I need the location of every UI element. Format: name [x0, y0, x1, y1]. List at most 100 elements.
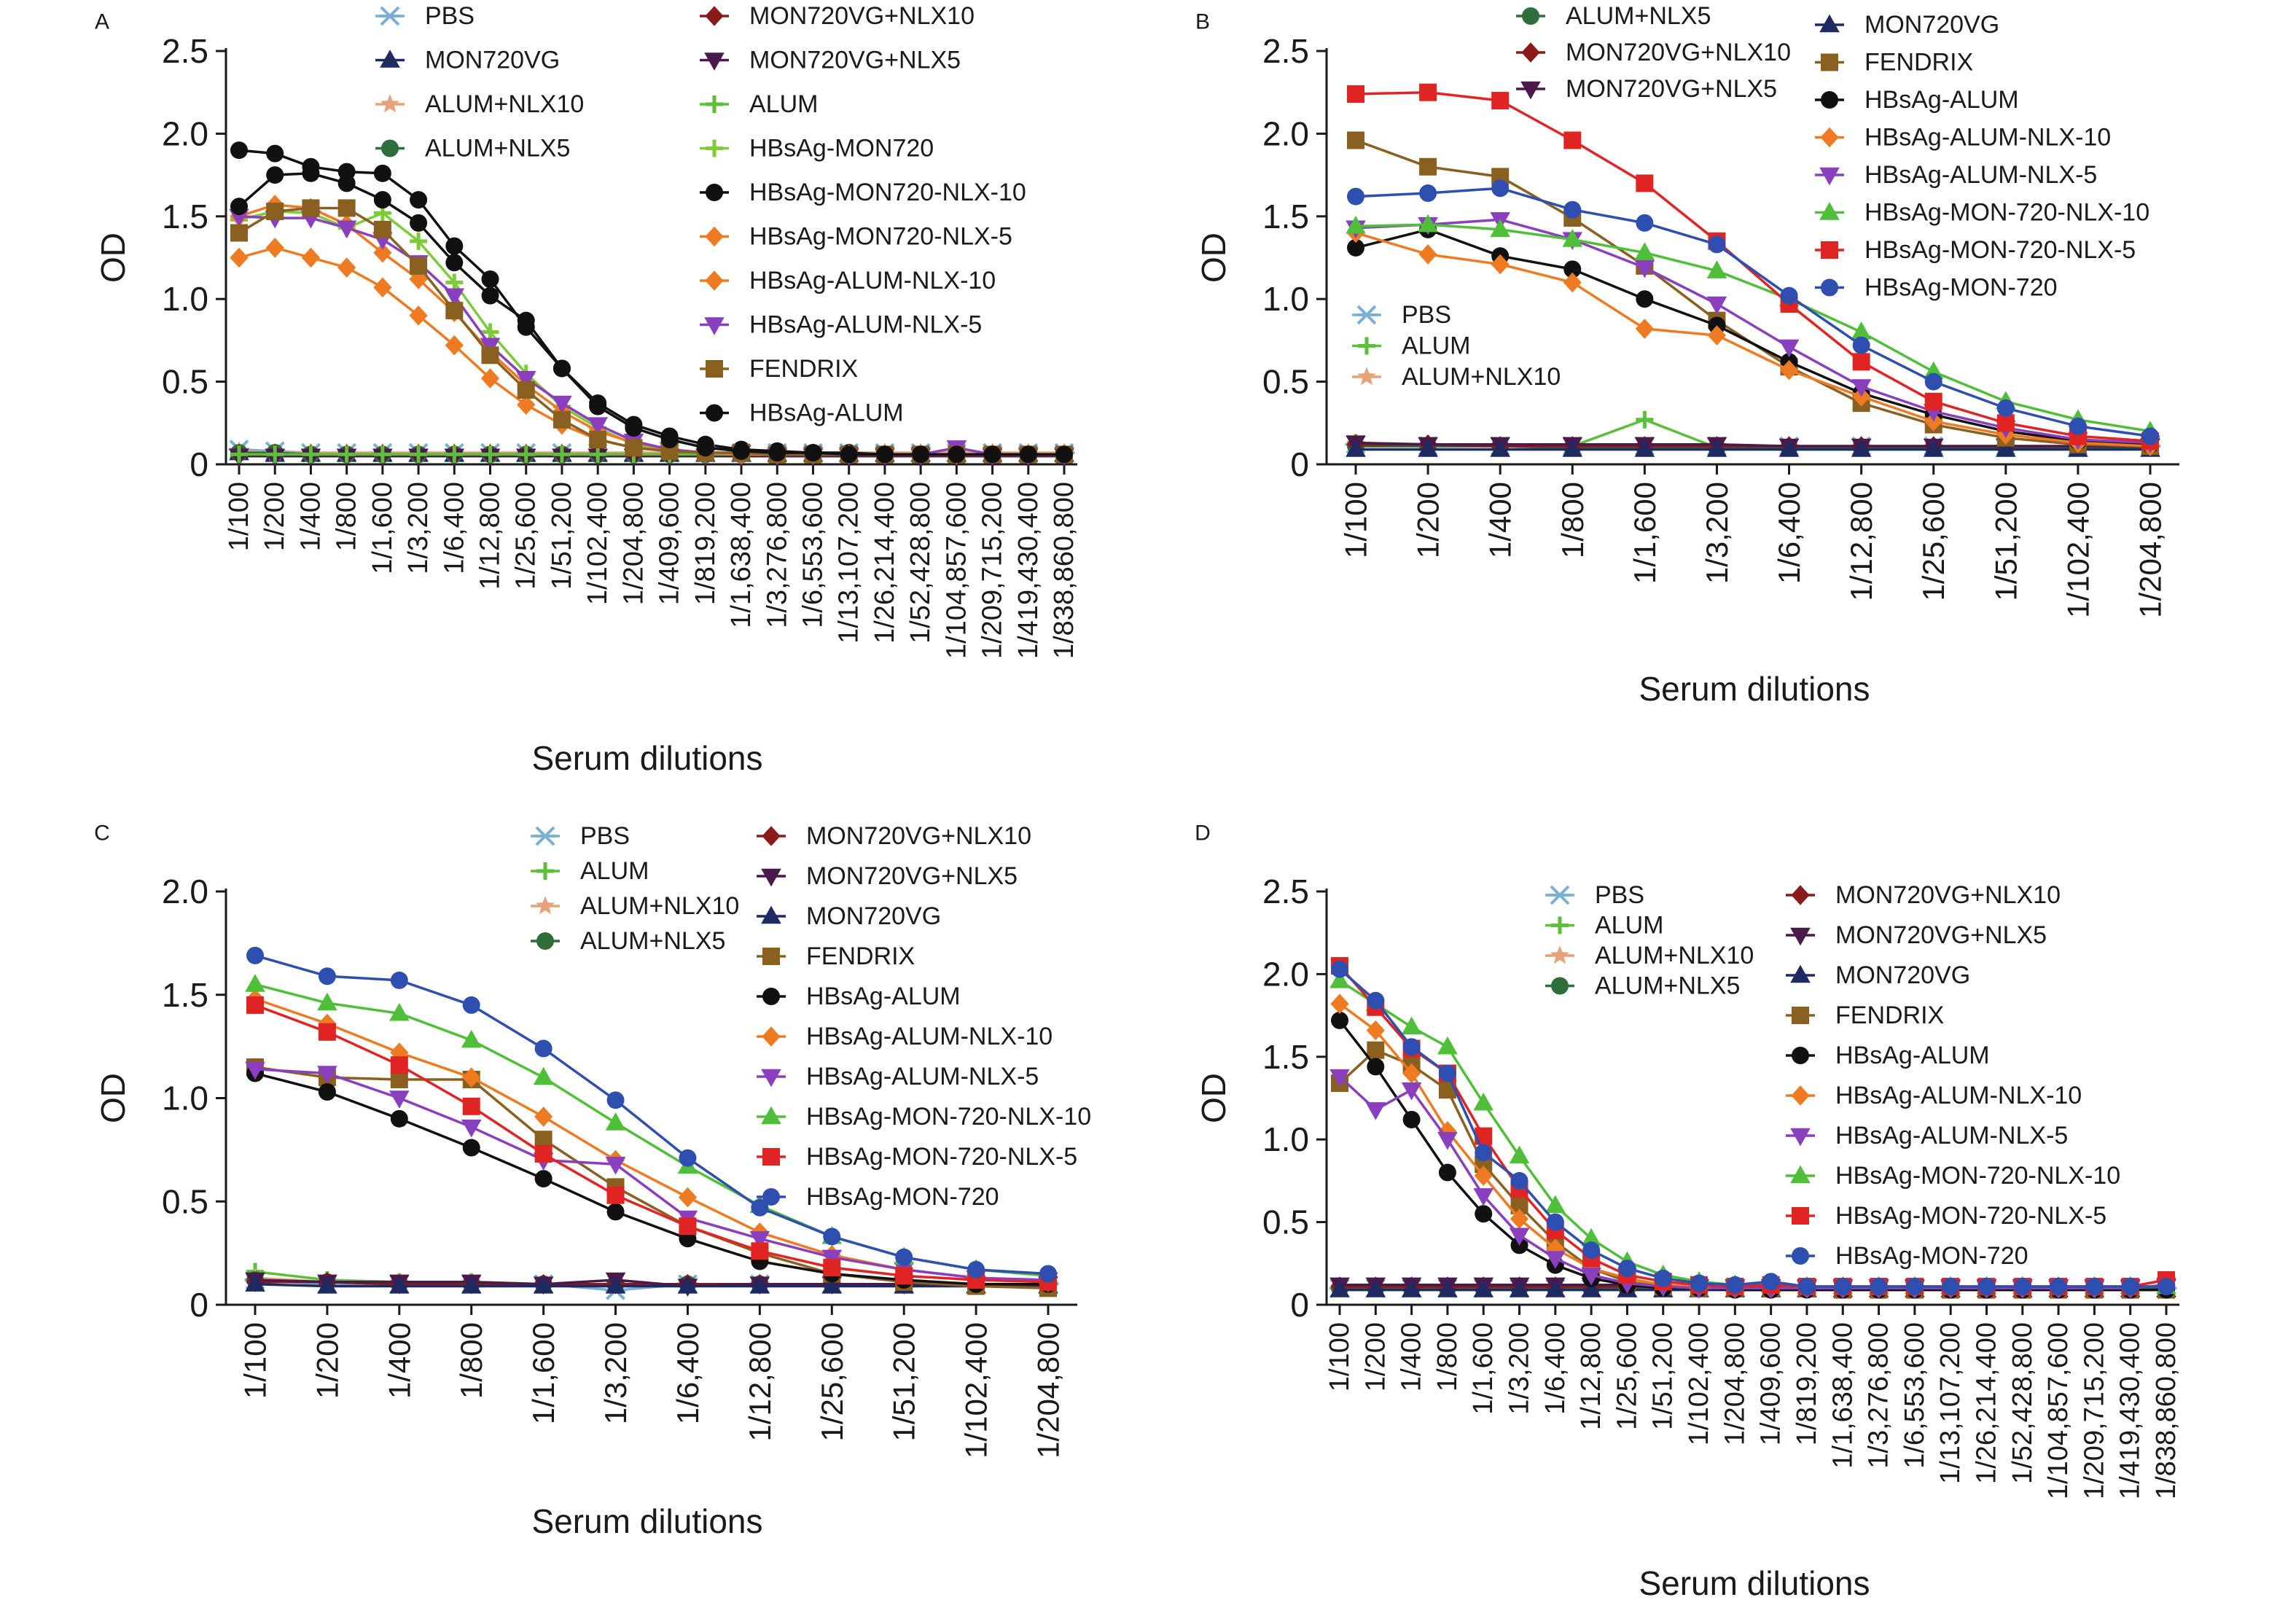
- x-tick-label: 1/12,800: [1576, 1322, 1606, 1430]
- legend-label: PBS: [1595, 881, 1644, 909]
- x-tick-label: 1/26,214,400: [870, 482, 900, 644]
- data-point: [2085, 1278, 2104, 1296]
- x-tick-label: 1/409,600: [655, 482, 685, 605]
- x-tick-label: 1/1,638,400: [726, 482, 757, 628]
- legend-swatch-marker: [1792, 1047, 1809, 1064]
- legend-swatch-marker: [1551, 916, 1569, 934]
- data-point: [895, 1267, 913, 1285]
- data-point: [410, 445, 428, 464]
- legend-item: FENDRIX: [1815, 49, 1973, 77]
- legend-item: HBsAg-ALUM: [700, 399, 904, 427]
- data-point: [1366, 1020, 1385, 1041]
- x-tick-label: 1/200: [259, 482, 290, 551]
- data-point: [1834, 1278, 1852, 1296]
- data-point: [1039, 1265, 1057, 1283]
- legend-label: ALUM+NLX10: [580, 892, 739, 920]
- data-point: [552, 395, 572, 414]
- x-tick-label: 1/400: [1483, 482, 1518, 558]
- data-point: [390, 1109, 408, 1128]
- data-point: [679, 1217, 697, 1236]
- data-point: [840, 445, 858, 464]
- legend-label: MON720VG+NLX5: [749, 47, 961, 74]
- data-point: [1654, 1269, 1672, 1287]
- series-hbsag-alum-nlx-10: [1346, 222, 2160, 456]
- series-line: [1355, 187, 2151, 438]
- x-tick-label: 1/12,800: [743, 1322, 777, 1442]
- legend-swatch-marker: [706, 139, 723, 157]
- data-point: [1797, 1278, 1816, 1296]
- data-point: [1019, 445, 1037, 464]
- data-point: [1778, 339, 1800, 358]
- legend-label: HBsAg-MON720: [749, 135, 934, 163]
- data-point: [696, 439, 714, 457]
- x-tick-label: 1/200: [310, 1322, 344, 1399]
- data-point: [1636, 410, 1654, 429]
- y-tick-label: 2.0: [1262, 955, 1309, 993]
- legend-label: HBsAg-ALUM: [1835, 1042, 1990, 1069]
- data-point: [389, 1090, 410, 1109]
- data-point: [1475, 1205, 1493, 1223]
- data-point: [1329, 970, 1350, 988]
- legend-swatch-marker: [1549, 885, 1571, 905]
- legend-label: MON720VG+NLX10: [1835, 881, 2061, 909]
- legend-item: ALUM+NLX10: [375, 90, 584, 118]
- data-point: [1367, 991, 1385, 1010]
- series-line: [254, 1279, 1048, 1288]
- legend-swatch-marker: [1791, 1085, 1810, 1106]
- legend-item: HBsAg-ALUM: [1815, 86, 2019, 114]
- data-point: [373, 242, 392, 263]
- x-tick-label: 1/1,600: [367, 482, 398, 574]
- data-point: [373, 220, 391, 238]
- legend-label: FENDRIX: [1864, 49, 1973, 77]
- legend-item: HBsAg-MON-720: [1815, 274, 2058, 302]
- x-tick-label: 1/819,200: [690, 482, 721, 605]
- x-tick-label: 1/800: [454, 1322, 488, 1399]
- data-point: [1329, 1069, 1350, 1088]
- x-tick-label: 1/1,600: [1628, 482, 1662, 584]
- data-point: [751, 1242, 769, 1260]
- y-tick-label: 2.5: [1262, 32, 1309, 70]
- data-point: [318, 1082, 336, 1101]
- legend-item: MON720VG: [1786, 961, 1970, 989]
- data-point: [302, 164, 320, 182]
- data-point: [1977, 1278, 1996, 1296]
- x-tick-label: 1/6,400: [671, 1322, 705, 1424]
- data-point: [1509, 1227, 1530, 1246]
- legend-label: MON720VG+NLX5: [1835, 921, 2047, 949]
- data-point: [317, 1276, 337, 1294]
- x-tick-label: 1/6,553,600: [797, 482, 828, 628]
- x-tick-label: 1/12,800: [1844, 482, 1878, 601]
- data-point: [1581, 1267, 1601, 1286]
- x-tick-label: 1/1,638,400: [1827, 1322, 1858, 1469]
- data-point: [409, 269, 428, 289]
- legend-swatch-marker: [535, 896, 555, 915]
- legend-swatch-marker: [761, 1069, 781, 1088]
- x-tick-label: 1/3,200: [598, 1322, 633, 1424]
- data-point: [1923, 439, 1944, 457]
- data-point: [1581, 1227, 1601, 1246]
- data-point: [605, 1112, 626, 1131]
- data-point: [302, 199, 320, 217]
- data-point: [1491, 92, 1510, 110]
- data-point: [1706, 439, 1727, 457]
- legend-label: PBS: [425, 2, 475, 30]
- x-tick-label: 1/100: [1339, 482, 1373, 558]
- legend-swatch-marker: [1790, 964, 1811, 983]
- data-point: [967, 1260, 985, 1279]
- data-point: [265, 238, 284, 258]
- legend-label: MON720VG+NLX5: [1566, 75, 1777, 103]
- legend: ALUM+NLX5 MON720VG+NLX10 MON720VG+NLX5 MON7…: [1352, 2, 2149, 391]
- legend-swatch-marker: [536, 862, 554, 880]
- x-tick-label: 1/104,857,600: [941, 482, 972, 659]
- data-point: [1438, 1163, 1456, 1182]
- y-tick-label: 0.5: [162, 1182, 208, 1220]
- legend-swatch-marker: [762, 1026, 781, 1047]
- legend-label: HBsAg-MON720-NLX-10: [749, 179, 1026, 206]
- legend-swatch-marker: [1522, 7, 1539, 25]
- x-tick-label: 1/25,600: [1916, 482, 1951, 601]
- data-point: [1582, 1241, 1601, 1260]
- panel-label: B: [1195, 10, 1210, 34]
- data-point: [821, 1276, 843, 1294]
- y-tick-label: 0: [1290, 1286, 1309, 1324]
- data-point: [1347, 85, 1364, 103]
